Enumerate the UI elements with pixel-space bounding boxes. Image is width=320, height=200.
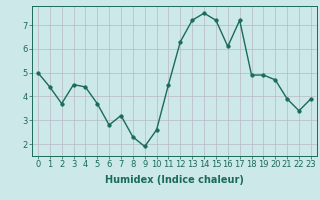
X-axis label: Humidex (Indice chaleur): Humidex (Indice chaleur) xyxy=(105,175,244,185)
